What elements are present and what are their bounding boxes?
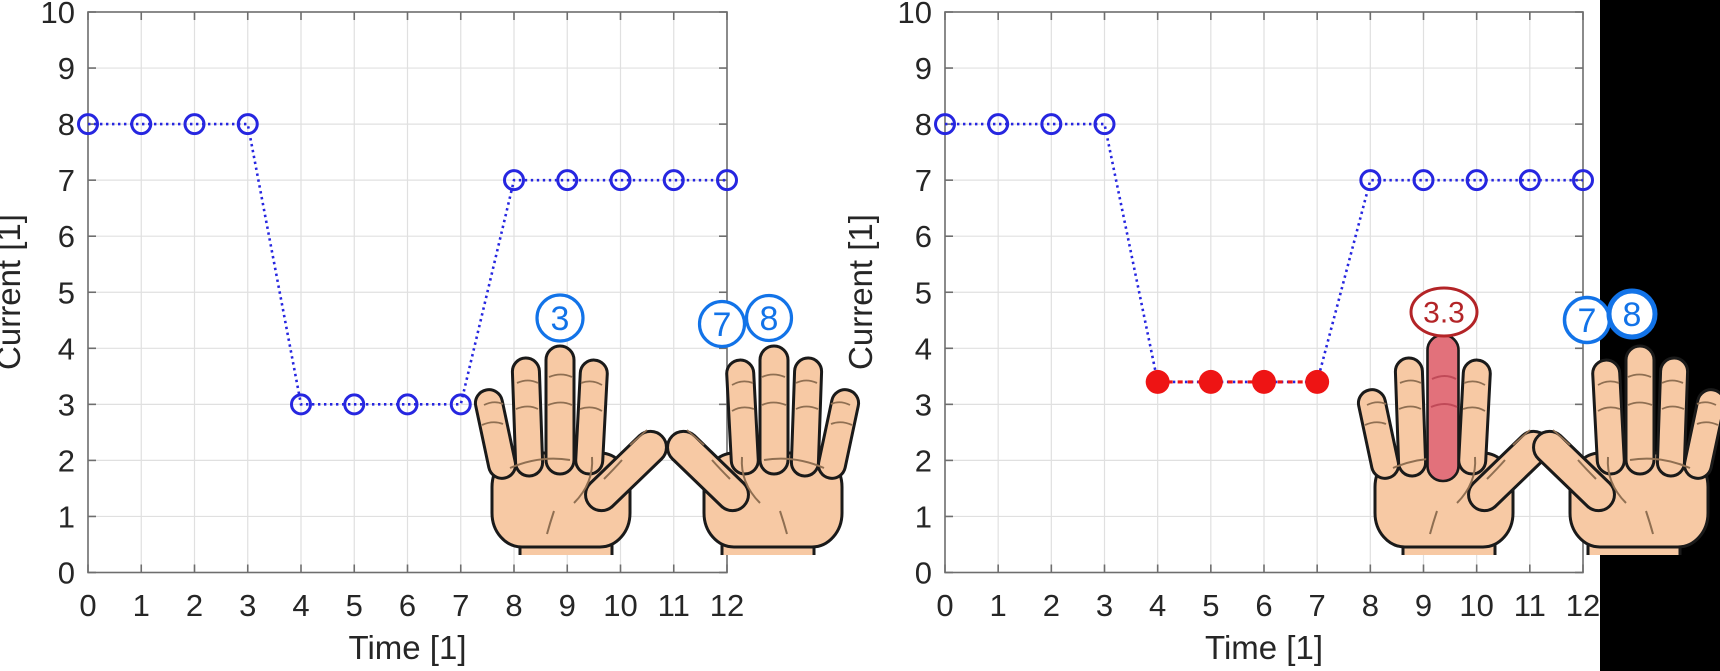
x-tick-label: 12	[710, 588, 744, 623]
y-tick-label: 10	[898, 0, 932, 30]
x-tick-label: 8	[1362, 588, 1379, 623]
x-tick-label: 9	[559, 588, 576, 623]
data-point-filled-circle	[1198, 369, 1223, 394]
highlighted-middle-finger	[1426, 333, 1460, 483]
y-tick-label: 4	[58, 331, 75, 366]
y-axis-label: Current [1]	[0, 214, 27, 370]
x-tick-label: 10	[1459, 588, 1493, 623]
data-point-open-circle	[1465, 169, 1488, 192]
x-tick-label: 11	[658, 588, 690, 623]
annotation-value-label: 8	[760, 300, 779, 338]
data-point-open-circle	[77, 113, 99, 136]
data-point-open-circle	[343, 393, 366, 416]
y-tick-label: 3	[58, 387, 75, 422]
hand-illustration	[659, 344, 863, 557]
annotation-value-label: 3	[551, 300, 570, 338]
annotation-value-label: 7	[1578, 302, 1597, 340]
x-axis-label: Time [1]	[349, 629, 467, 666]
x-tick-label: 2	[186, 588, 203, 623]
x-tick-label: 3	[1096, 588, 1113, 623]
y-tick-label: 2	[915, 443, 932, 478]
data-point-open-circle	[609, 169, 632, 192]
data-point-open-circle	[449, 393, 472, 416]
x-tick-label: 6	[1255, 588, 1272, 623]
data-point-open-circle	[1359, 169, 1382, 192]
y-tick-label: 1	[915, 499, 932, 534]
y-tick-label: 3	[915, 387, 932, 422]
annotation-value-label: 3.3	[1423, 297, 1465, 330]
y-tick-label: 7	[915, 163, 932, 198]
hand-illustration	[471, 344, 675, 557]
annotation-circle	[744, 293, 794, 343]
x-tick-label: 4	[1149, 588, 1166, 623]
data-point-open-circle	[987, 113, 1010, 136]
x-tick-label: 9	[1415, 588, 1432, 623]
x-tick-label: 2	[1043, 588, 1060, 623]
y-tick-label: 4	[915, 331, 932, 366]
annotation-value-label: 7	[713, 306, 732, 344]
annotation-circle	[1606, 288, 1658, 340]
x-axis-label: Time [1]	[1205, 629, 1323, 666]
data-point-open-circle	[1518, 169, 1541, 192]
y-tick-label: 6	[58, 219, 75, 254]
data-point-open-circle	[716, 169, 738, 192]
data-point-filled-circle	[1145, 369, 1170, 394]
data-point-open-circle	[1093, 113, 1116, 136]
x-tick-label: 12	[1566, 588, 1600, 623]
annotation-circle	[1409, 286, 1479, 338]
x-tick-label: 11	[1514, 588, 1546, 623]
x-tick-label: 5	[1202, 588, 1219, 623]
data-point-open-circle	[1040, 113, 1063, 136]
y-tick-label: 9	[58, 51, 75, 86]
x-tick-label: 8	[505, 588, 522, 623]
data-point-open-circle	[556, 169, 579, 192]
y-tick-label: 7	[58, 163, 75, 198]
x-tick-label: 1	[990, 588, 1007, 623]
data-point-filled-circle	[1305, 369, 1330, 394]
y-tick-label: 0	[915, 556, 932, 591]
y-tick-label: 5	[915, 275, 932, 310]
y-tick-label: 6	[915, 219, 932, 254]
data-point-open-circle	[1412, 169, 1435, 192]
y-tick-label: 2	[58, 443, 75, 478]
data-point-open-circle	[1572, 169, 1594, 192]
y-tick-label: 1	[58, 499, 75, 534]
data-point-open-circle	[934, 113, 956, 136]
annotation-circle	[697, 299, 747, 349]
annotation-value-label: 8	[1623, 296, 1642, 334]
data-point-open-circle	[236, 113, 259, 136]
x-tick-label: 0	[79, 588, 96, 623]
y-tick-label: 8	[915, 107, 932, 142]
data-point-open-circle	[662, 169, 685, 192]
x-tick-label: 5	[346, 588, 363, 623]
y-tick-label: 9	[915, 51, 932, 86]
data-point-open-circle	[290, 393, 312, 416]
y-tick-label: 5	[58, 275, 75, 310]
x-tick-label: 0	[936, 588, 953, 623]
data-point-open-circle	[396, 393, 419, 416]
data-point-open-circle	[130, 113, 153, 136]
data-point-open-circle	[503, 169, 525, 192]
x-tick-label: 6	[399, 588, 416, 623]
x-tick-label: 3	[239, 588, 256, 623]
x-tick-label: 7	[1309, 588, 1326, 623]
y-tick-label: 8	[58, 107, 75, 142]
x-tick-label: 1	[133, 588, 150, 623]
x-tick-label: 10	[603, 588, 637, 623]
y-tick-label: 0	[58, 556, 75, 591]
data-point-open-circle	[183, 113, 206, 136]
y-tick-label: 10	[41, 0, 75, 30]
annotation-circle	[535, 293, 585, 343]
x-tick-label: 4	[292, 588, 309, 623]
data-point-filled-circle	[1252, 369, 1276, 394]
y-axis-label: Current [1]	[842, 214, 879, 370]
black-strip	[1600, 0, 1720, 671]
x-tick-label: 7	[452, 588, 469, 623]
